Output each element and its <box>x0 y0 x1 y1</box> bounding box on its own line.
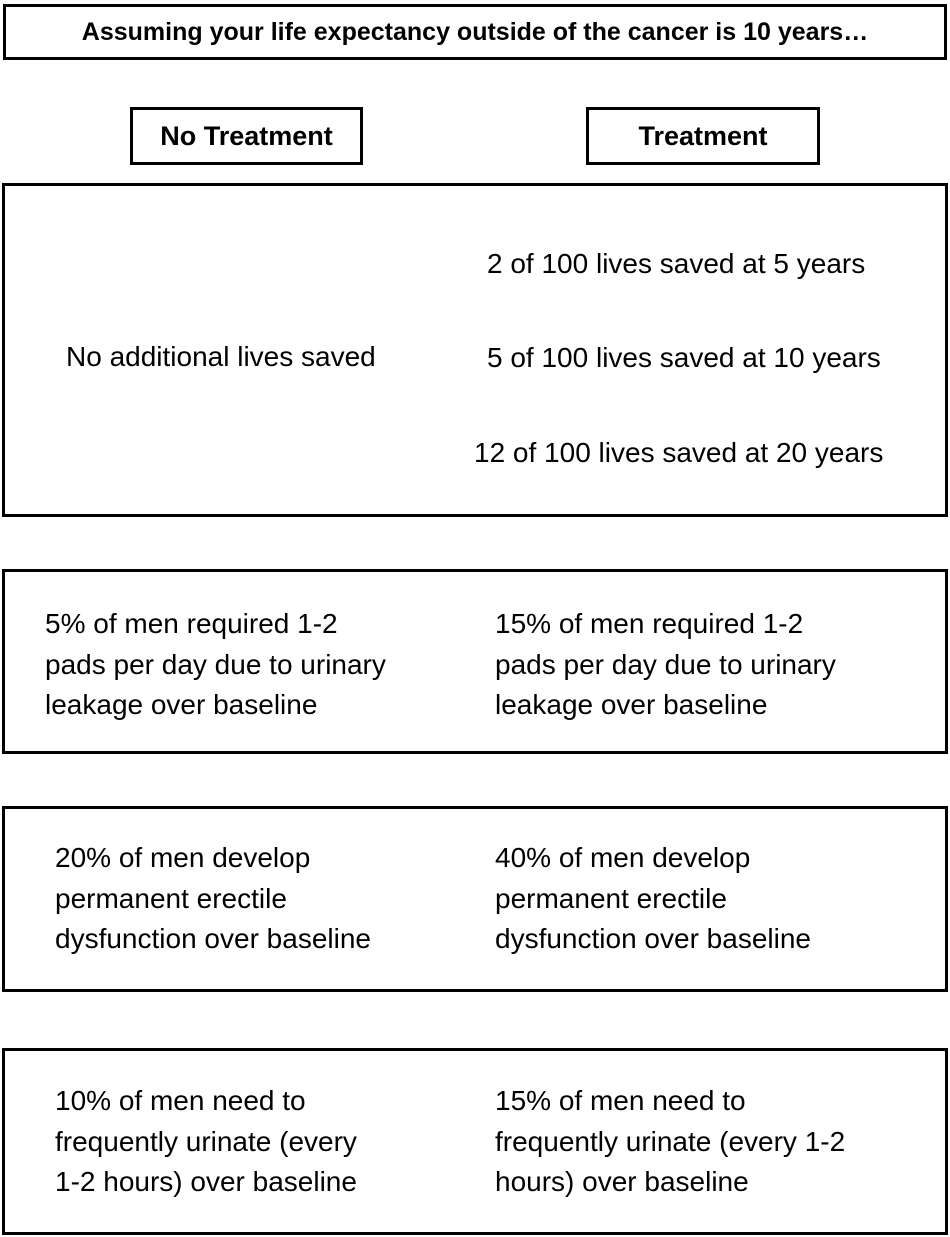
text-line: pads per day due to urinary <box>45 648 386 680</box>
lives-treatment-5-years: 2 of 100 lives saved at 5 years <box>487 248 866 279</box>
erectile-treatment-text: 40% of men develop permanent erectile dy… <box>495 838 811 960</box>
text-line: permanent erectile <box>495 882 727 914</box>
urination-no-treatment-text: 10% of men need to frequently urinate (e… <box>55 1081 357 1203</box>
text-line: leakage over baseline <box>495 689 768 720</box>
erectile-no-treatment-text: 20% of men develop permanent erectile dy… <box>55 838 371 960</box>
text-line: 1-2 hours) over baseline <box>55 1166 357 1197</box>
urinary-leakage-box <box>2 569 948 754</box>
text-line: dysfunction over baseline <box>495 923 811 954</box>
erectile-dysfunction-box <box>2 806 948 992</box>
text-line: leakage over baseline <box>45 689 318 720</box>
lives-treatment-20-years: 12 of 100 lives saved at 20 years <box>474 437 884 468</box>
header-treatment-label: Treatment <box>638 120 768 151</box>
text-line: dysfunction over baseline <box>55 923 371 954</box>
lives-saved-box <box>2 183 948 517</box>
title-box: Assuming your life expectancy outside of… <box>3 4 947 60</box>
page-title: Assuming your life expectancy outside of… <box>81 17 869 46</box>
leakage-no-treatment-text: 5% of men required 1-2 pads per day due … <box>45 604 386 726</box>
text-line: 5% of men required 1-2 <box>45 608 338 639</box>
text-line: frequently urinate (every <box>55 1125 357 1157</box>
text-line: pads per day due to urinary <box>495 648 836 680</box>
text-line: 20% of men develop <box>55 842 311 873</box>
urination-frequency-box <box>2 1048 948 1235</box>
header-treatment: Treatment <box>586 107 820 165</box>
text-line: 40% of men develop <box>495 842 751 873</box>
lives-no-treatment-text: No additional lives saved <box>66 341 376 372</box>
header-no-treatment: No Treatment <box>130 107 363 165</box>
lives-treatment-10-years: 5 of 100 lives saved at 10 years <box>487 342 881 373</box>
header-no-treatment-label: No Treatment <box>160 120 333 151</box>
text-line: permanent erectile <box>55 882 287 914</box>
text-line: hours) over baseline <box>495 1166 749 1197</box>
text-line: 15% of men need to <box>495 1085 746 1116</box>
leakage-treatment-text: 15% of men required 1-2 pads per day due… <box>495 604 836 726</box>
text-line: frequently urinate (every 1-2 <box>495 1125 846 1157</box>
text-line: 10% of men need to <box>55 1085 306 1116</box>
urination-treatment-text: 15% of men need to frequently urinate (e… <box>495 1081 845 1203</box>
text-line: 15% of men required 1-2 <box>495 608 804 639</box>
